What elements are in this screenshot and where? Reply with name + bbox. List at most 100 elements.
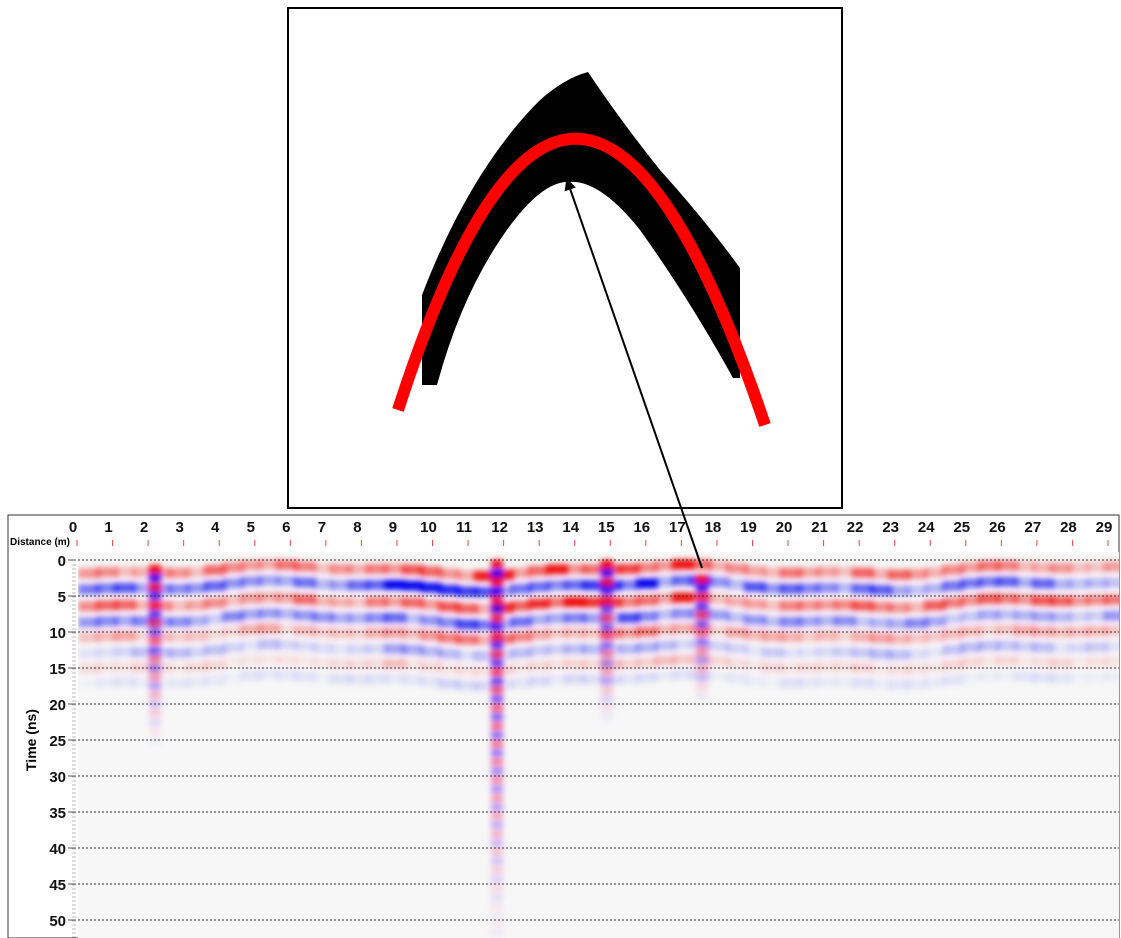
radar-band (762, 583, 784, 594)
radar-band (798, 631, 820, 642)
radar-band (1032, 657, 1054, 668)
radar-band (132, 647, 154, 658)
radar-band (1014, 625, 1036, 636)
radar-band (708, 610, 730, 621)
radar-band (474, 619, 496, 630)
radar-band (582, 580, 604, 591)
radar-streak (601, 587, 613, 595)
radar-band (924, 567, 946, 578)
radar-band (366, 673, 388, 684)
radar-band (906, 679, 928, 690)
radar-streak (491, 758, 503, 766)
radar-band (114, 615, 136, 626)
radar-band (978, 624, 1000, 635)
radar-streak (491, 596, 503, 604)
radar-band (510, 647, 532, 658)
radar-band (78, 568, 100, 579)
radar-band (1050, 627, 1072, 638)
radar-band (114, 582, 136, 593)
radar-streak (601, 704, 613, 712)
x-tick-label: 22 (847, 519, 864, 536)
radar-band (834, 630, 856, 641)
radar-band (960, 562, 982, 573)
radar-streak (491, 623, 503, 631)
radar-band (1104, 594, 1119, 605)
radar-band (834, 615, 856, 626)
radar-band (402, 613, 424, 624)
radar-band (798, 662, 820, 673)
radar-band (330, 659, 352, 670)
radar-band (1068, 578, 1090, 589)
radar-band (438, 648, 460, 659)
radar-band (168, 601, 190, 612)
radar-band (888, 679, 910, 690)
radar-band (510, 677, 532, 688)
radar-band (1032, 595, 1054, 606)
radar-band (114, 566, 136, 577)
radar-streak (696, 638, 708, 646)
radar-streak (491, 776, 503, 784)
radar-band (996, 640, 1018, 651)
x-axis-label: Distance (m) (10, 537, 70, 548)
radar-band (726, 596, 748, 607)
radar-streak (149, 610, 161, 618)
radar-band (240, 640, 262, 651)
radar-band (528, 614, 550, 625)
radar-band (780, 616, 802, 627)
radar-band (564, 612, 586, 623)
radar-band (546, 644, 568, 655)
radar-band (852, 631, 874, 642)
radar-band (672, 654, 694, 665)
radar-band (852, 616, 874, 627)
radar-band (114, 599, 136, 610)
radar-band (510, 600, 532, 611)
radar-band (276, 592, 298, 603)
radar-band (1032, 672, 1054, 683)
pointer-arrow (564, 178, 703, 569)
radar-band (744, 614, 766, 625)
radar-streak (491, 695, 503, 703)
x-tick-label: 21 (811, 519, 828, 536)
radar-streak (601, 569, 613, 577)
radar-band (348, 597, 370, 608)
radar-band (402, 659, 424, 670)
radar-streak (491, 632, 503, 640)
x-tick-label: 8 (353, 519, 361, 536)
radar-band (438, 601, 460, 612)
radar-streak (491, 614, 503, 622)
radar-band (402, 564, 424, 575)
radar-band (546, 628, 568, 639)
radar-band (366, 563, 388, 574)
radar-band (942, 580, 964, 591)
radar-band (168, 678, 190, 689)
radar-band (924, 631, 946, 642)
radar-streak (491, 857, 503, 865)
radar-band (114, 630, 136, 641)
radar-band (204, 565, 226, 576)
radar-band (258, 608, 280, 619)
radar-streak (149, 682, 161, 690)
radar-band (438, 632, 460, 643)
radar-band (906, 602, 928, 613)
radar-band (312, 612, 334, 623)
radar-band (564, 673, 586, 684)
radar-band (834, 661, 856, 672)
radar-band (258, 654, 280, 665)
radar-band (348, 613, 370, 624)
radar-band (1014, 610, 1036, 621)
y-tick-label: 10 (49, 625, 66, 642)
radar-band (726, 658, 748, 669)
radar-band (888, 585, 910, 596)
radar-band (996, 624, 1018, 635)
radar-band (78, 617, 100, 628)
radar-band (528, 565, 550, 576)
radar-band (384, 563, 406, 574)
radar-streak (491, 686, 503, 694)
radar-band (240, 593, 262, 604)
radar-band (384, 673, 406, 684)
radar-streak (601, 596, 613, 604)
radar-band (276, 623, 298, 634)
radar-band (996, 576, 1018, 587)
radar-band (132, 583, 154, 594)
x-tick-label: 25 (953, 519, 970, 536)
